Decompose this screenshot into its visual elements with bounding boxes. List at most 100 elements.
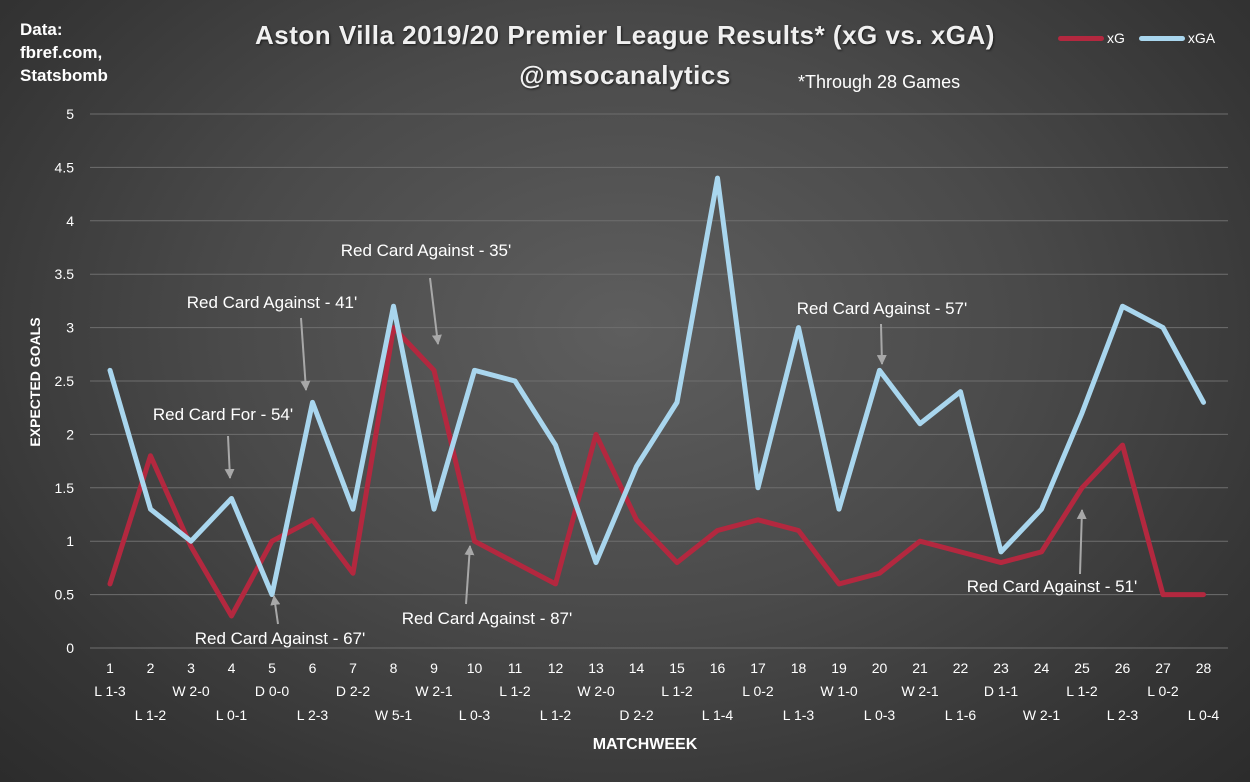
chart-title: Aston Villa 2019/20 Premier League Resul… xyxy=(255,20,995,50)
x-tick-label: 5 xyxy=(268,660,276,676)
result-label: L 1-3 xyxy=(94,683,126,699)
x-tick-label: 28 xyxy=(1196,660,1212,676)
y-tick-label: 0 xyxy=(66,640,74,656)
x-tick-label: 4 xyxy=(228,660,236,676)
legend-swatch-xga xyxy=(1138,35,1185,41)
x-tick-label: 2 xyxy=(147,660,155,676)
result-label: W 2-0 xyxy=(577,683,615,699)
result-label: L 1-3 xyxy=(783,707,815,723)
gridlines xyxy=(90,113,1228,649)
annotation-label: Red Card For - 54' xyxy=(153,405,293,424)
x-tick-label: 26 xyxy=(1115,660,1131,676)
source-line: fbref.com, xyxy=(20,43,103,62)
y-tick-label: 0.5 xyxy=(55,587,75,603)
legend-swatch-xg xyxy=(1058,35,1104,41)
x-tick-label: 9 xyxy=(430,660,438,676)
annotation-arrow xyxy=(464,545,475,605)
x-tick-label: 25 xyxy=(1074,660,1090,676)
annotation-arrow xyxy=(300,317,311,391)
result-label: L 0-2 xyxy=(1147,683,1179,699)
annotation-arrow xyxy=(429,277,442,345)
result-label: W 2-1 xyxy=(1023,707,1061,723)
x-tick-label: 6 xyxy=(309,660,317,676)
x-tick-label: 11 xyxy=(508,660,523,676)
result-label: L 1-2 xyxy=(135,707,167,723)
annotation-label: Red Card Against - 41' xyxy=(187,293,358,312)
annotation-arrow xyxy=(876,323,887,365)
y-tick-label: 3.5 xyxy=(55,266,75,282)
result-label: W 5-1 xyxy=(375,707,413,723)
result-label: D 2-2 xyxy=(619,707,653,723)
x-tick-label: 18 xyxy=(791,660,807,676)
y-tick-label: 3 xyxy=(66,320,74,336)
y-tick-label: 2 xyxy=(66,426,74,442)
annotation-arrow xyxy=(224,435,235,479)
x-tick-label: 21 xyxy=(912,660,928,676)
x-tick-label: 27 xyxy=(1155,660,1171,676)
series-line-xga xyxy=(107,175,1206,598)
data-source-note: Data: fbref.com, Statsbomb xyxy=(20,18,108,87)
x-tick-label: 14 xyxy=(629,660,645,676)
x-tick-label: 24 xyxy=(1034,660,1050,676)
y-axis-label: EXPECTED GOALS xyxy=(27,317,43,446)
result-label: D 0-0 xyxy=(255,683,289,699)
annotation-arrow xyxy=(270,595,281,625)
x-axis-ticks: 1 L 1-3 2 L 1-2 3 W 2-0 4 L 0-1 5 D 0-0 6 L 2-3 7 D 2… xyxy=(94,660,1219,723)
result-label: D 2-2 xyxy=(336,683,370,699)
legend-item-xga: xGA xyxy=(1138,30,1216,46)
result-label: L 1-2 xyxy=(540,707,572,723)
x-tick-label: 12 xyxy=(548,660,564,676)
y-tick-label: 1.5 xyxy=(55,480,75,496)
result-label: L 1-4 xyxy=(702,707,734,723)
y-tick-label: 1 xyxy=(66,533,74,549)
result-label: W 2-1 xyxy=(901,683,939,699)
y-tick-label: 4.5 xyxy=(55,159,75,175)
result-label: D 1-1 xyxy=(984,683,1018,699)
result-label: L 0-3 xyxy=(459,707,491,723)
x-tick-label: 10 xyxy=(467,660,483,676)
y-tick-label: 4 xyxy=(66,213,74,229)
series-lines xyxy=(107,175,1206,619)
annotation-label: Red Card Against - 35' xyxy=(341,241,512,260)
y-axis-ticks: 0 0.5 1 1.5 2 2.5 3 3.5 4 4.5 5 xyxy=(55,106,75,656)
source-line: Statsbomb xyxy=(20,66,108,85)
annotation-label: Red Card Against - 51' xyxy=(967,577,1138,596)
x-axis-label: MATCHWEEK xyxy=(593,736,698,753)
result-label: L 2-3 xyxy=(1107,707,1139,723)
y-tick-label: 2.5 xyxy=(55,373,75,389)
x-tick-label: 17 xyxy=(750,660,766,676)
x-tick-label: 20 xyxy=(872,660,888,676)
x-tick-label: 16 xyxy=(710,660,726,676)
x-tick-label: 8 xyxy=(390,660,398,676)
annotation-label: Red Card Against - 67' xyxy=(195,629,366,648)
result-label: L 1-2 xyxy=(1066,683,1098,699)
result-label: L 1-2 xyxy=(661,683,693,699)
result-label: L 1-6 xyxy=(945,707,977,723)
result-label: L 0-4 xyxy=(1188,707,1220,723)
x-tick-label: 15 xyxy=(669,660,685,676)
result-label: L 0-1 xyxy=(216,707,248,723)
x-tick-label: 19 xyxy=(831,660,847,676)
series-line-xg xyxy=(107,325,1206,619)
legend-item-xg: xG xyxy=(1058,30,1125,46)
annotation-arrow xyxy=(1076,509,1087,575)
result-label: W 1-0 xyxy=(820,683,858,699)
result-label: W 2-0 xyxy=(172,683,210,699)
source-line: Data: xyxy=(20,20,63,39)
result-label: L 0-3 xyxy=(864,707,896,723)
x-tick-label: 1 xyxy=(106,660,114,676)
annotation-label: Red Card Against - 57' xyxy=(797,299,968,318)
x-tick-label: 23 xyxy=(993,660,1009,676)
legend-label-xga: xGA xyxy=(1187,30,1216,46)
x-tick-label: 22 xyxy=(953,660,969,676)
x-tick-label: 13 xyxy=(588,660,604,676)
result-label: L 1-2 xyxy=(499,683,531,699)
x-tick-label: 3 xyxy=(187,660,195,676)
y-tick-label: 5 xyxy=(66,106,74,122)
annotations: Red Card Against - 35' Red Card Against -… xyxy=(153,241,1137,648)
legend: xG xGA xyxy=(1058,30,1229,46)
x-tick-label: 7 xyxy=(349,660,357,676)
result-label: L 2-3 xyxy=(297,707,329,723)
annotation-label: Red Card Against - 87' xyxy=(402,609,573,628)
